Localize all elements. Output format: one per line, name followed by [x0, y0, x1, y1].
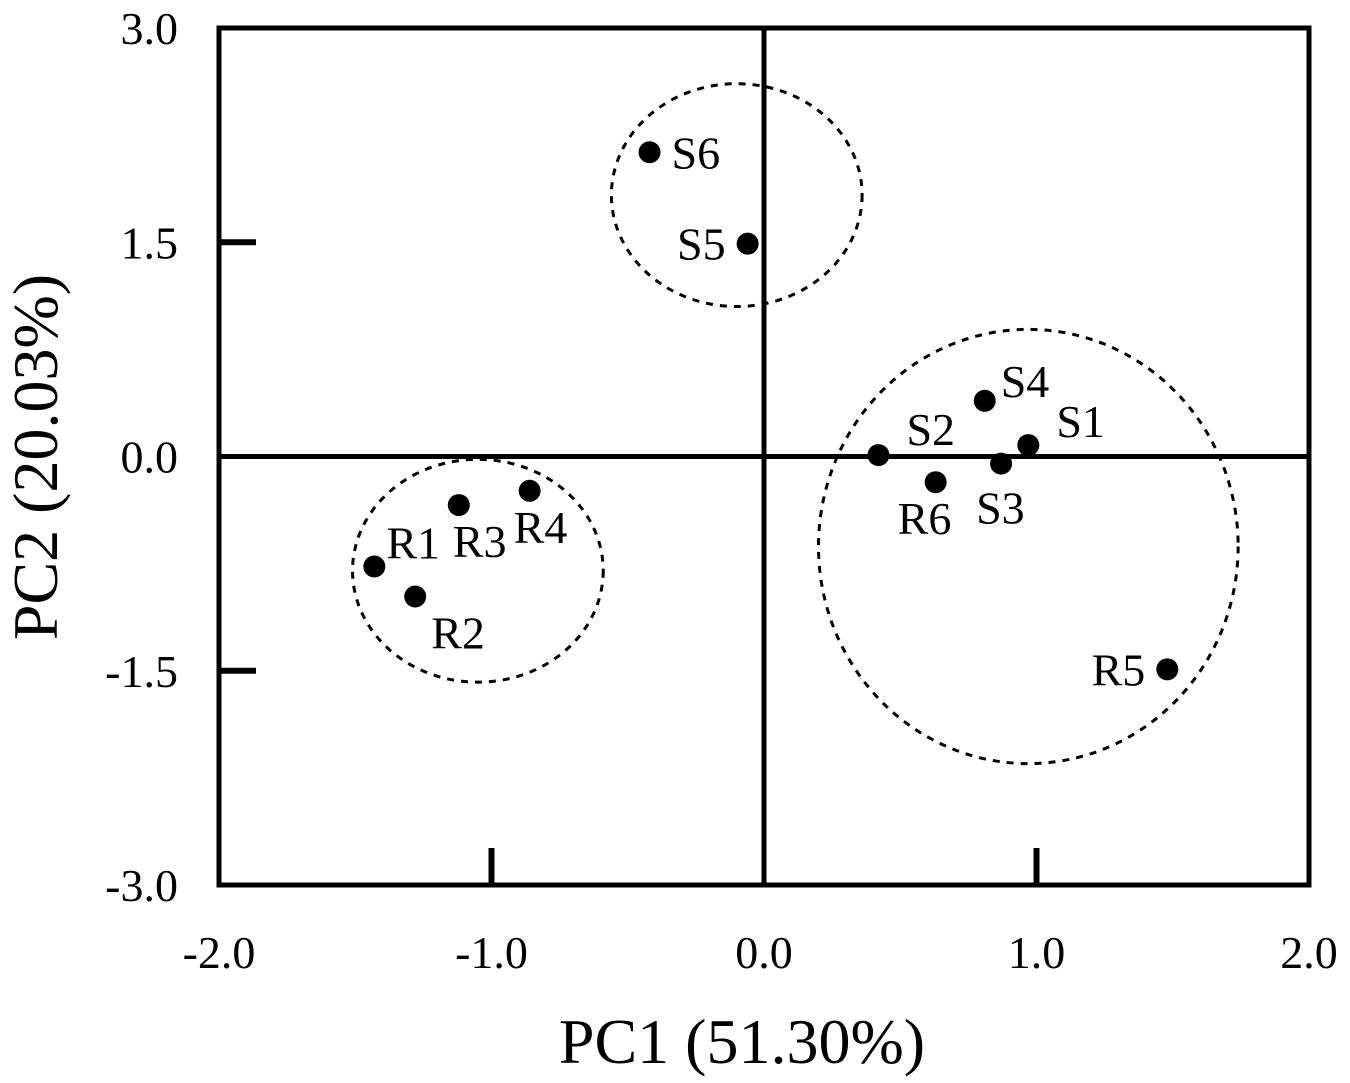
x-tick-label: -2.0: [183, 927, 256, 978]
x-tick-label: 0.0: [735, 927, 793, 978]
axis-ticks: [219, 239, 1040, 885]
point-label: R1: [386, 517, 440, 568]
point-labels: S1 S2 S3 S4 S5 S6 R1 R2 R3 R4 R5 R6: [386, 127, 1145, 695]
x-tick-labels: -2.0 -1.0 0.0 1.0 2.0: [183, 927, 1338, 978]
y-tick-label: -1.5: [105, 646, 178, 697]
group-ellipse: [351, 457, 605, 684]
point-label: S3: [976, 483, 1025, 534]
point-label: S4: [1001, 356, 1050, 407]
y-tick-labels: 3.0 1.5 0.0 -1.5 -3.0: [105, 3, 178, 911]
point-label: R2: [431, 607, 485, 658]
x-axis-title: PC1 (51.30%): [559, 1006, 925, 1077]
data-point: [736, 232, 759, 255]
data-point: [363, 555, 386, 578]
point-label: R3: [453, 516, 507, 567]
y-axis-title: PC2 (20.03%): [0, 274, 71, 640]
point-label: S5: [677, 219, 726, 270]
point-label: S1: [1056, 396, 1105, 447]
data-point: [1017, 434, 1040, 457]
data-point: [638, 141, 661, 164]
data-point: [447, 494, 470, 517]
data-point: [518, 479, 541, 502]
group-ellipse: [609, 82, 864, 309]
data-point: [990, 452, 1013, 475]
y-tick-label: 0.0: [121, 432, 179, 483]
point-label: R4: [514, 502, 568, 553]
group-ellipse: [816, 327, 1240, 766]
point-label: R5: [1092, 644, 1146, 695]
x-tick-label: -1.0: [455, 927, 528, 978]
data-point: [867, 444, 890, 467]
y-tick-label: 1.5: [121, 217, 179, 268]
y-tick-label: -3.0: [105, 860, 178, 911]
point-label: S2: [906, 404, 955, 455]
data-point: [404, 585, 427, 608]
y-tick-label: 3.0: [121, 3, 179, 54]
x-tick-label: 1.0: [1008, 927, 1066, 978]
data-point: [973, 389, 996, 412]
data-point: [924, 471, 947, 494]
point-label: S6: [672, 127, 721, 178]
data-points: [363, 141, 1179, 681]
x-tick-label: 2.0: [1280, 927, 1338, 978]
group-ellipses: [351, 82, 1240, 766]
point-label: R6: [898, 493, 952, 544]
plot-frame: [216, 25, 1312, 888]
data-point: [1156, 658, 1179, 681]
